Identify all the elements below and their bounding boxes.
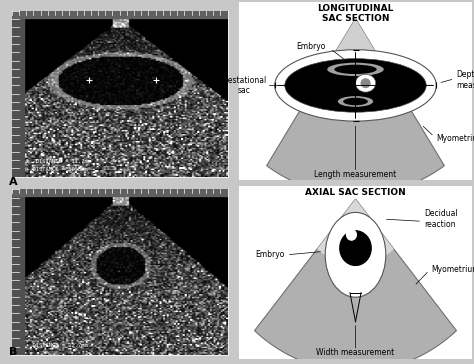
Text: Gestational
sac: Gestational sac (222, 76, 266, 95)
Ellipse shape (361, 78, 371, 88)
Ellipse shape (325, 213, 386, 297)
Text: Depth
measurement: Depth measurement (456, 70, 474, 90)
Ellipse shape (275, 50, 436, 121)
Text: Decidual
reaction: Decidual reaction (424, 209, 458, 229)
Text: Width measurement: Width measurement (316, 348, 395, 357)
Polygon shape (310, 19, 401, 111)
Text: Embryo: Embryo (255, 250, 284, 259)
Text: Embryo: Embryo (296, 42, 325, 51)
Text: B: B (9, 348, 17, 357)
Text: LONGITUDINAL
SAC SECTION: LONGITUDINAL SAC SECTION (317, 4, 394, 23)
Text: + DISTANCE = 50.5mm: + DISTANCE = 50.5mm (26, 167, 88, 172)
Polygon shape (267, 19, 444, 195)
Bar (12, 189, 228, 196)
Ellipse shape (334, 65, 377, 74)
Ellipse shape (338, 96, 373, 107)
Text: Myometrium: Myometrium (436, 134, 474, 143)
Text: + DISTANCE = 12.7mm: + DISTANCE = 12.7mm (26, 343, 88, 348)
Ellipse shape (327, 63, 384, 76)
Text: AXIAL SAC SECTION: AXIAL SAC SECTION (305, 188, 406, 197)
Text: Myometrium: Myometrium (431, 265, 474, 274)
Text: Length measurement: Length measurement (314, 170, 397, 179)
Ellipse shape (285, 59, 426, 112)
Ellipse shape (343, 98, 368, 105)
Bar (12, 11, 25, 177)
Bar (12, 189, 25, 355)
Text: A: A (9, 177, 17, 186)
Bar (12, 11, 228, 18)
Polygon shape (255, 199, 456, 364)
Circle shape (340, 231, 371, 265)
Text: x -DISTANCE = 11.7mm: x -DISTANCE = 11.7mm (26, 159, 91, 164)
Ellipse shape (356, 74, 376, 92)
Circle shape (346, 229, 356, 240)
Polygon shape (317, 199, 394, 265)
